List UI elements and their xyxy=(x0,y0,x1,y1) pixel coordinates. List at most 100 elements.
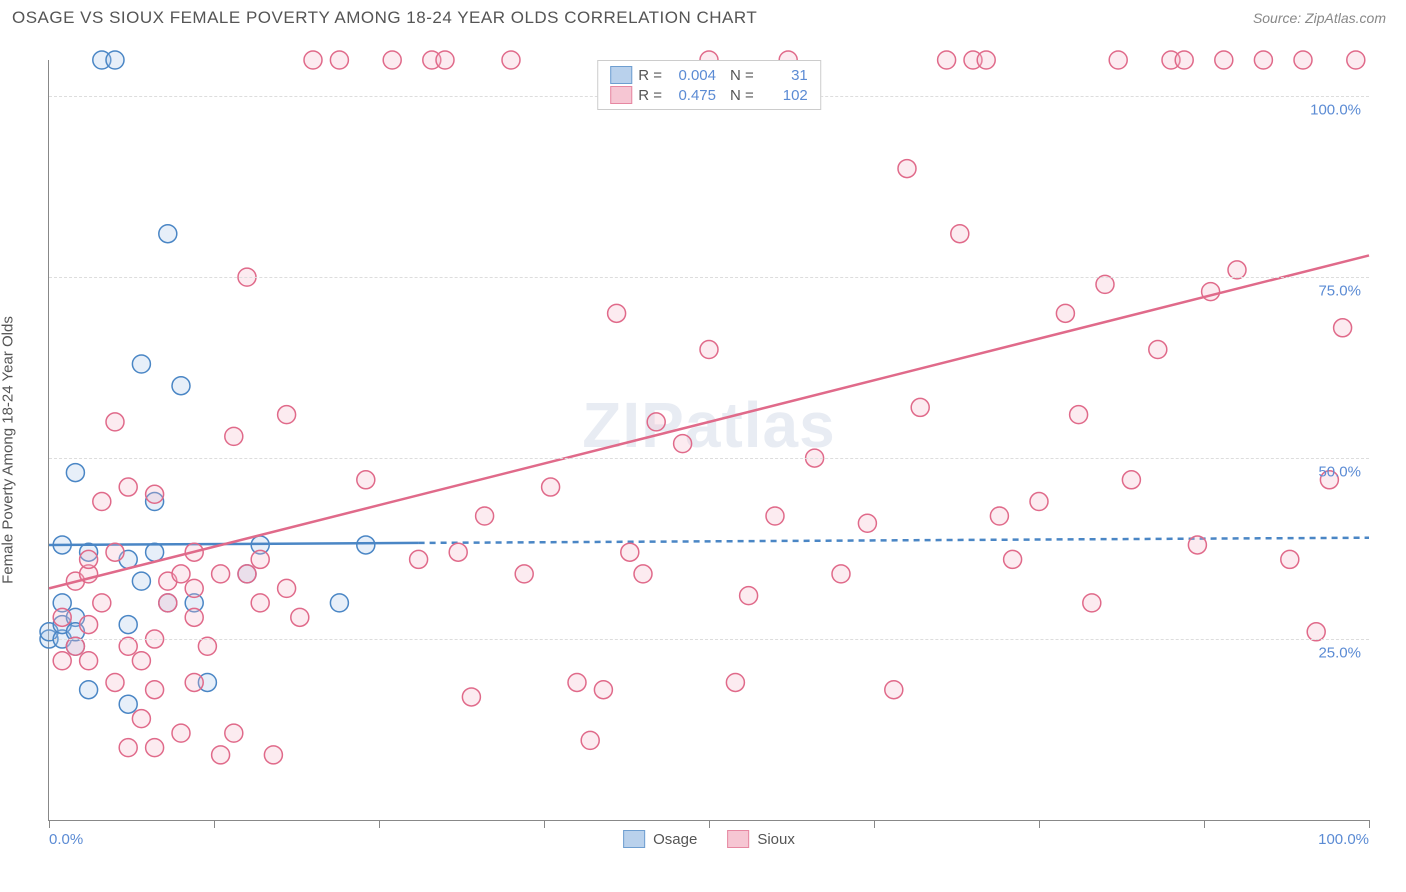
data-point xyxy=(977,51,995,69)
data-point xyxy=(1215,51,1233,69)
legend-swatch xyxy=(610,86,632,104)
data-point xyxy=(146,739,164,757)
data-point xyxy=(264,746,282,764)
data-point xyxy=(146,543,164,561)
data-point xyxy=(132,710,150,728)
data-point xyxy=(449,543,467,561)
data-point xyxy=(80,652,98,670)
data-point xyxy=(1056,304,1074,322)
data-point xyxy=(911,398,929,416)
data-point xyxy=(898,160,916,178)
legend-n-label: N = xyxy=(730,67,754,84)
chart-title: OSAGE VS SIOUX FEMALE POVERTY AMONG 18-2… xyxy=(12,8,757,28)
data-point xyxy=(990,507,1008,525)
data-point xyxy=(462,688,480,706)
data-point xyxy=(106,543,124,561)
data-point xyxy=(608,304,626,322)
data-point xyxy=(159,594,177,612)
data-point xyxy=(119,739,137,757)
y-tick-label: 50.0% xyxy=(1318,464,1361,481)
legend-series-label: Sioux xyxy=(757,831,795,848)
data-point xyxy=(80,616,98,634)
data-point xyxy=(291,608,309,626)
data-point xyxy=(119,695,137,713)
data-point xyxy=(146,681,164,699)
data-point xyxy=(132,355,150,373)
data-point xyxy=(106,413,124,431)
data-point xyxy=(436,51,454,69)
gridline xyxy=(49,458,1369,459)
data-point xyxy=(1347,51,1365,69)
legend-row: R =0.004N =31 xyxy=(610,65,808,85)
data-point xyxy=(647,413,665,431)
data-point xyxy=(1294,51,1312,69)
data-point xyxy=(1188,536,1206,554)
data-point xyxy=(476,507,494,525)
data-point xyxy=(330,594,348,612)
data-point xyxy=(238,565,256,583)
legend-n-value: 31 xyxy=(762,67,808,84)
data-point xyxy=(1122,471,1140,489)
data-point xyxy=(212,565,230,583)
data-point xyxy=(119,478,137,496)
legend-series-item: Osage xyxy=(623,830,697,848)
x-tick-label: 0.0% xyxy=(49,831,83,848)
data-point xyxy=(1334,319,1352,337)
x-tick xyxy=(709,820,710,828)
x-tick xyxy=(1204,820,1205,828)
legend-swatch xyxy=(623,830,645,848)
x-tick xyxy=(49,820,50,828)
data-point xyxy=(885,681,903,699)
data-point xyxy=(542,478,560,496)
data-point xyxy=(951,225,969,243)
legend-series-label: Osage xyxy=(653,831,697,848)
data-point xyxy=(1281,550,1299,568)
data-point xyxy=(53,652,71,670)
y-tick-label: 100.0% xyxy=(1310,102,1361,119)
data-point xyxy=(740,587,758,605)
legend-n-value: 102 xyxy=(762,87,808,104)
data-point xyxy=(172,565,190,583)
data-point xyxy=(93,493,111,511)
legend-n-label: N = xyxy=(730,87,754,104)
chart-header: OSAGE VS SIOUX FEMALE POVERTY AMONG 18-2… xyxy=(0,0,1406,32)
data-point xyxy=(93,594,111,612)
data-point xyxy=(700,341,718,359)
y-tick-label: 75.0% xyxy=(1318,283,1361,300)
x-tick xyxy=(1039,820,1040,828)
data-point xyxy=(330,51,348,69)
data-point xyxy=(832,565,850,583)
data-point xyxy=(172,377,190,395)
y-tick-label: 25.0% xyxy=(1318,645,1361,662)
x-tick-label: 100.0% xyxy=(1318,831,1369,848)
data-point xyxy=(225,724,243,742)
data-point xyxy=(119,616,137,634)
data-point xyxy=(80,550,98,568)
data-point xyxy=(304,51,322,69)
data-point xyxy=(515,565,533,583)
chart-container: Female Poverty Among 18-24 Year Olds ZIP… xyxy=(18,40,1388,860)
data-point xyxy=(132,572,150,590)
data-point xyxy=(357,471,375,489)
data-point xyxy=(502,51,520,69)
legend-correlation: R =0.004N =31R =0.475N =102 xyxy=(597,60,821,110)
x-tick xyxy=(1369,820,1370,828)
data-point xyxy=(568,673,586,691)
legend-row: R =0.475N =102 xyxy=(610,85,808,105)
data-point xyxy=(53,608,71,626)
data-point xyxy=(106,673,124,691)
data-point xyxy=(410,550,428,568)
data-point xyxy=(1070,406,1088,424)
data-point xyxy=(185,608,203,626)
data-point xyxy=(1109,51,1127,69)
x-tick xyxy=(544,820,545,828)
data-point xyxy=(146,485,164,503)
data-point xyxy=(674,435,692,453)
data-point xyxy=(185,579,203,597)
legend-swatch xyxy=(727,830,749,848)
chart-source: Source: ZipAtlas.com xyxy=(1253,10,1386,26)
legend-series-item: Sioux xyxy=(727,830,795,848)
x-tick xyxy=(874,820,875,828)
gridline xyxy=(49,277,1369,278)
legend-r-label: R = xyxy=(638,67,662,84)
